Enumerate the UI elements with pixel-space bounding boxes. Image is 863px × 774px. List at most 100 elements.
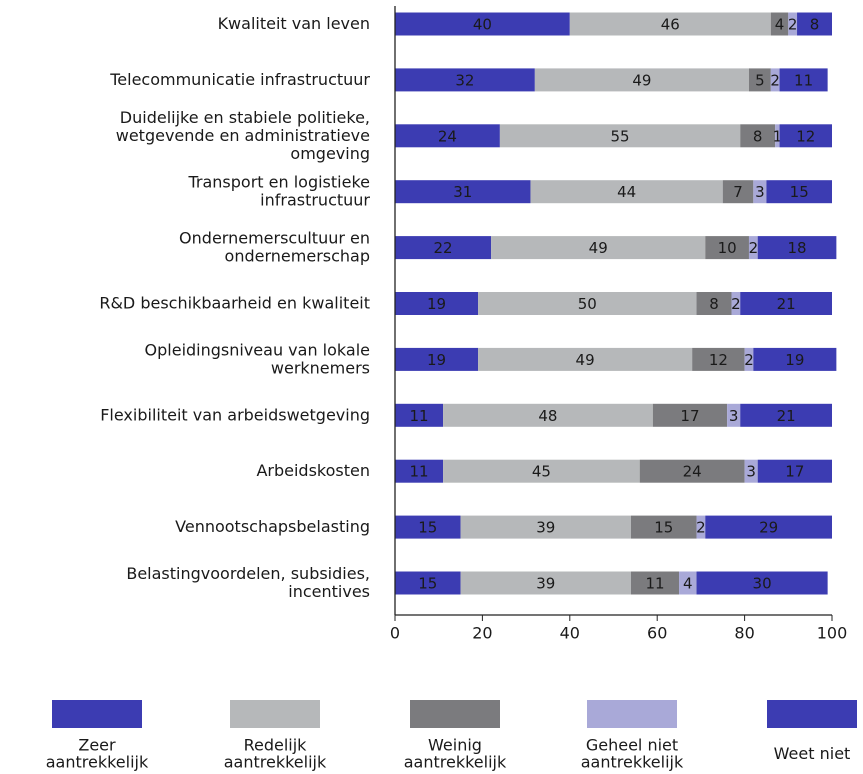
bar-segment [395, 180, 531, 204]
bar-segment [630, 571, 680, 595]
value-label: 31 [453, 183, 472, 201]
category-label: Vennootschapsbelasting [175, 517, 370, 536]
bar-segment [499, 124, 741, 148]
legend-swatch [52, 700, 142, 728]
value-label: 32 [455, 71, 474, 89]
bar-segment [779, 68, 828, 92]
value-label: 4 [775, 16, 785, 34]
value-label: 11 [409, 463, 428, 481]
x-tick-label: 20 [472, 624, 492, 643]
bar-segment [775, 124, 780, 148]
value-label: 15 [418, 575, 437, 593]
value-label: 2 [744, 351, 754, 369]
value-label: 11 [645, 575, 664, 593]
legend-swatch [410, 700, 500, 728]
bar-segment [757, 459, 832, 483]
value-label: 49 [576, 351, 595, 369]
value-label: 2 [788, 16, 798, 34]
value-label: 30 [753, 575, 772, 593]
value-label: 24 [683, 463, 702, 481]
bar-segment [748, 236, 758, 260]
bar-segment [395, 459, 444, 483]
bar-segment [395, 515, 461, 539]
value-label: 2 [696, 519, 706, 537]
value-label: 49 [632, 71, 651, 89]
bar-segment [679, 571, 697, 595]
value-label: 17 [785, 463, 804, 481]
value-label: 4 [683, 575, 693, 593]
legend-label: Geheel niet aantrekkelijk [581, 735, 684, 771]
bar-segment [696, 515, 706, 539]
bar-segment [696, 292, 732, 315]
value-label: 21 [777, 295, 796, 313]
category-label: Transport en logistieke infrastructuur [187, 172, 370, 209]
category-label: Telecommunicatie infrastructuur [109, 69, 370, 88]
bar-segment [395, 12, 570, 36]
bar-segment [753, 180, 767, 204]
bar-segment [395, 347, 479, 371]
bar-segment [770, 68, 780, 92]
bar-segment [534, 68, 749, 92]
bar-segment [395, 236, 492, 260]
value-label: 48 [538, 407, 557, 425]
x-tick-label: 40 [560, 624, 580, 643]
value-label: 21 [777, 407, 796, 425]
value-label: 3 [755, 183, 765, 201]
value-label: 24 [438, 127, 457, 145]
value-label: 19 [427, 351, 446, 369]
bar-segment [443, 459, 640, 483]
bar-segment [395, 68, 535, 92]
value-label: 12 [796, 127, 815, 145]
bar-segment [491, 236, 706, 260]
bar-segment [757, 236, 837, 260]
value-label: 22 [434, 239, 453, 257]
value-label: 1 [773, 127, 783, 145]
bar-segment [740, 124, 776, 148]
bar-segment [722, 180, 754, 204]
value-label: 50 [578, 295, 597, 313]
value-label: 8 [753, 127, 763, 145]
value-label: 39 [536, 519, 555, 537]
value-label: 3 [729, 407, 739, 425]
legend-swatch [587, 700, 677, 728]
value-label: 15 [790, 183, 809, 201]
legend-label: Redelijk aantrekkelijk [224, 735, 327, 771]
bar-segment [766, 180, 832, 204]
bar-segment [705, 515, 832, 539]
legend-label: Weet niet [774, 744, 851, 763]
x-tick-label: 80 [734, 624, 754, 643]
bar-segment [788, 12, 798, 36]
bar-segment [696, 571, 828, 595]
value-label: 44 [617, 183, 636, 201]
bar-segment [705, 236, 749, 260]
category-label: Opleidingsniveau van lokale werknemers [145, 340, 370, 377]
value-label: 19 [427, 295, 446, 313]
category-label: Arbeidskosten [256, 461, 370, 480]
value-label: 29 [759, 519, 778, 537]
category-label: Belastingvoordelen, subsidies, incentives [126, 564, 370, 601]
value-label: 15 [418, 519, 437, 537]
bar-segment [530, 180, 723, 204]
category-label: Duidelijke en stabiele politieke, wetgeve… [116, 107, 370, 162]
value-label: 8 [810, 16, 820, 34]
x-tick-label: 60 [647, 624, 667, 643]
bar-segment [692, 347, 745, 371]
bar-segment [731, 292, 741, 315]
value-label: 10 [718, 239, 737, 257]
x-tick-label: 100 [817, 624, 848, 643]
value-label: 11 [794, 71, 813, 89]
bar-segment [744, 347, 754, 371]
bar-segment [395, 124, 500, 148]
value-label: 55 [611, 127, 630, 145]
category-label: R&D beschikbaarheid en kwaliteit [99, 293, 370, 312]
value-label: 5 [755, 71, 765, 89]
legend-swatch [230, 700, 320, 728]
bar-segment [748, 68, 771, 92]
legend-swatch [767, 700, 857, 728]
bar-segment [630, 515, 697, 539]
bar-segment [779, 124, 832, 148]
value-label: 45 [532, 463, 551, 481]
value-label: 2 [731, 295, 741, 313]
value-label: 2 [770, 71, 780, 89]
